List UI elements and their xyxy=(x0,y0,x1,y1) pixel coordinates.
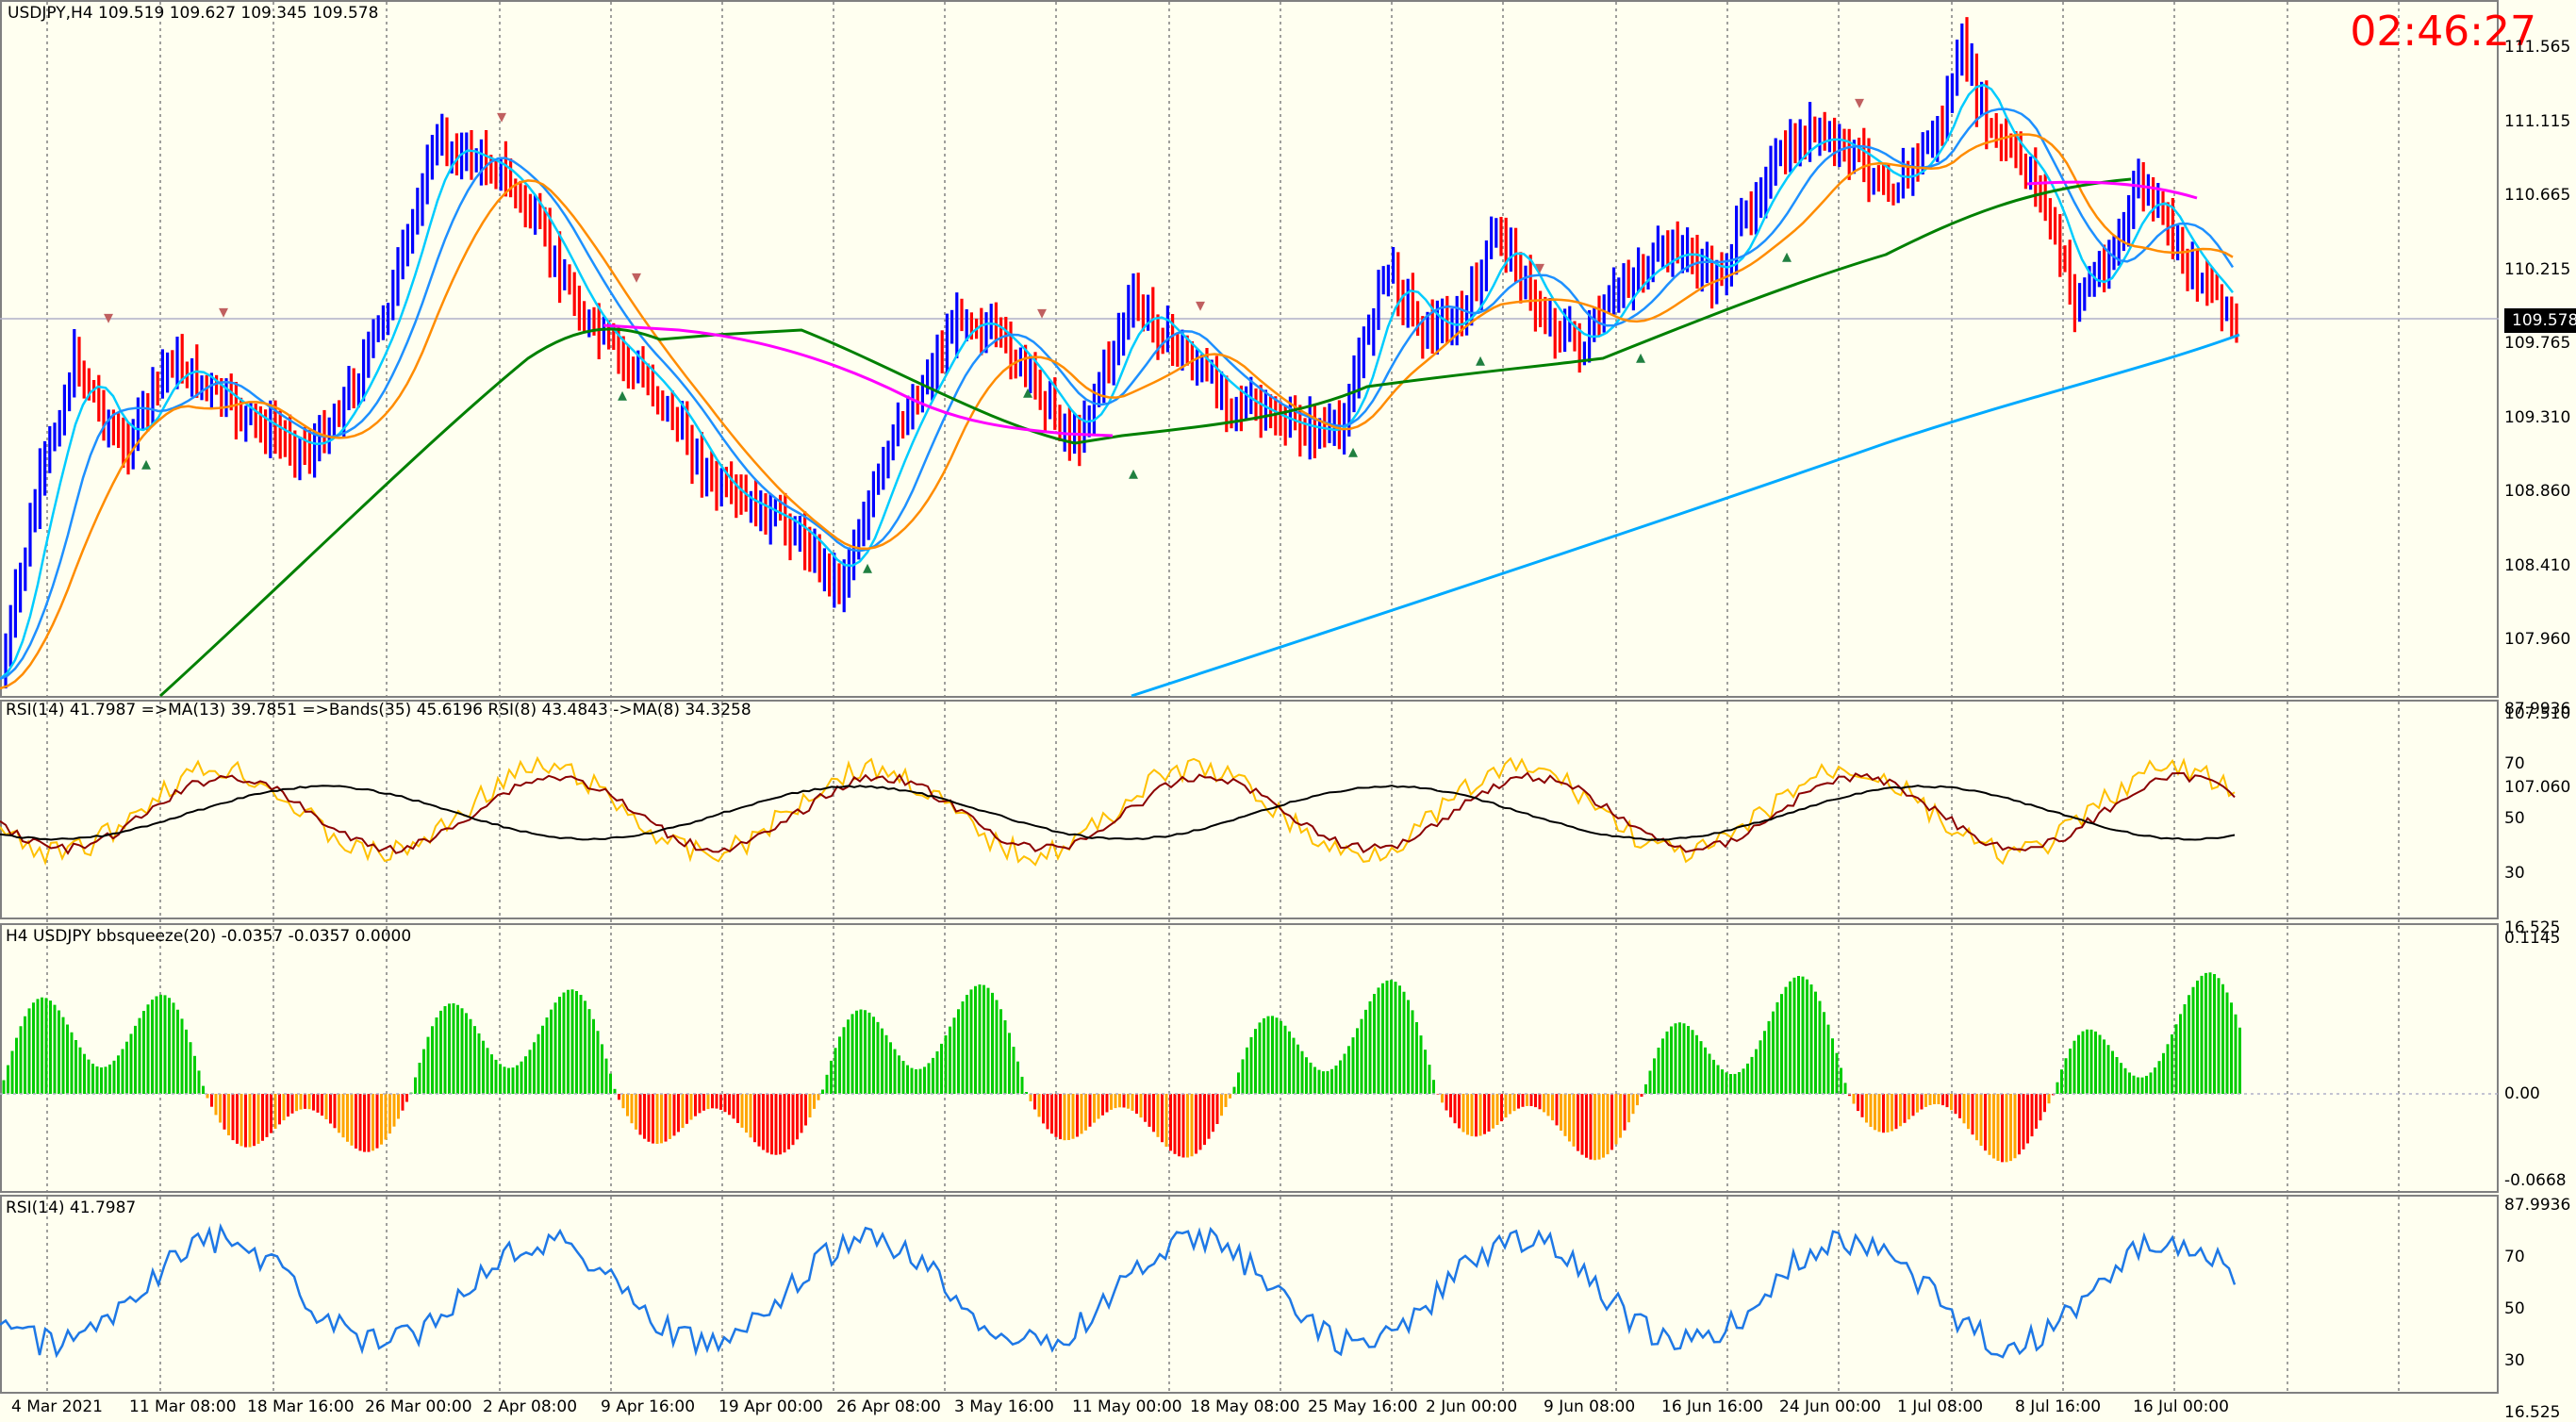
axis-label: 70 xyxy=(2504,754,2525,773)
date-label: 26 Apr 08:00 xyxy=(836,1397,941,1416)
panel-frame xyxy=(0,1195,2499,1394)
axis-label: 110.665 xyxy=(2504,186,2571,205)
ma-long-line xyxy=(1131,333,2240,698)
axis-label: 111.115 xyxy=(2504,111,2571,131)
axis-label: 109.310 xyxy=(2504,407,2571,427)
sell-arrow-icon: ▾ xyxy=(1037,301,1047,323)
buy-arrow-icon: ▴ xyxy=(1023,380,1032,403)
date-label: 18 Mar 16:00 xyxy=(247,1397,355,1416)
date-label: 19 Apr 00:00 xyxy=(718,1397,823,1416)
date-label: 26 Mar 00:00 xyxy=(365,1397,472,1416)
date-label: 11 May 00:00 xyxy=(1072,1397,1182,1416)
ma-magenta-line xyxy=(2026,180,2198,200)
sell-arrow-icon: ▾ xyxy=(219,300,228,322)
axis-label: 107.960 xyxy=(2504,630,2571,649)
date-label: 24 Jun 00:00 xyxy=(1779,1397,1881,1416)
date-label: 25 May 16:00 xyxy=(1308,1397,1418,1416)
axis-label: -0.0668 xyxy=(2504,1171,2567,1190)
buy-arrow-icon: ▴ xyxy=(1129,461,1138,484)
axis-label: 0.1145 xyxy=(2504,929,2561,948)
rsi-black-line xyxy=(0,785,2236,841)
squeeze-panel-title: H4 USDJPY bbsqueeze(20) -0.0357 -0.0357 … xyxy=(6,927,412,946)
axis-label: 111.565 xyxy=(2504,38,2571,57)
axis-label: 109.765 xyxy=(2504,334,2571,353)
axis-label: 30 xyxy=(2504,864,2525,883)
axis-label: 107.060 xyxy=(2504,778,2571,797)
axis-label: 16.525 xyxy=(2504,918,2561,937)
buy-arrow-icon: ▴ xyxy=(618,383,627,405)
buy-arrow-icon: ▴ xyxy=(1636,345,1645,368)
ma-magenta-line xyxy=(603,323,1114,438)
axis-label: 16.525 xyxy=(2504,1403,2561,1422)
sell-arrow-icon: ▾ xyxy=(1535,256,1544,278)
rsi2-line xyxy=(0,1222,2237,1359)
current-price-tag: 109.578 xyxy=(2504,308,2576,333)
rsi-panel-title: RSI(14) 41.7987 =>MA(13) 39.7851 =>Bands… xyxy=(6,701,751,719)
ma-green-line xyxy=(158,177,2132,698)
axis-label: 108.410 xyxy=(2504,555,2571,575)
rsi-brown-line xyxy=(0,771,2236,855)
date-label: 16 Jun 16:00 xyxy=(1661,1397,1763,1416)
axis-label: 0.00 xyxy=(2504,1084,2540,1103)
date-label: 2 Jun 00:00 xyxy=(1426,1397,1518,1416)
panel-frame xyxy=(0,700,2499,919)
sell-arrow-icon: ▾ xyxy=(497,105,506,127)
rsi2-panel-title: RSI(14) 41.7987 xyxy=(6,1199,137,1217)
axis-label: 50 xyxy=(2504,1299,2525,1318)
date-label: 9 Jun 08:00 xyxy=(1544,1397,1636,1416)
ema-slow-line xyxy=(0,133,2234,690)
countdown-timer: 02:46:27 xyxy=(2350,8,2536,56)
buy-arrow-icon: ▴ xyxy=(1348,439,1358,462)
ema-fast-line xyxy=(0,83,2234,680)
panel-frame xyxy=(0,923,2499,1193)
axis-label: 70 xyxy=(2504,1248,2525,1266)
date-label: 1 Jul 08:00 xyxy=(1897,1397,1984,1416)
date-label: 4 Mar 2021 xyxy=(11,1397,103,1416)
rsi-yellow-line xyxy=(0,755,2236,867)
panel-frame xyxy=(0,0,2499,698)
sell-arrow-icon: ▾ xyxy=(1196,293,1205,316)
axis-label: 50 xyxy=(2504,809,2525,828)
buy-arrow-icon: ▴ xyxy=(1782,244,1792,267)
axis-label: 107.510 xyxy=(2504,703,2571,723)
date-label: 9 Apr 16:00 xyxy=(601,1397,696,1416)
buy-arrow-icon: ▴ xyxy=(863,555,872,578)
axis-label: 30 xyxy=(2504,1351,2525,1370)
symbol-info: USDJPY,H4 109.519 109.627 109.345 109.57… xyxy=(8,4,379,23)
date-label: 3 May 16:00 xyxy=(954,1397,1054,1416)
ema-mid-line xyxy=(0,107,2235,681)
date-label: 18 May 08:00 xyxy=(1190,1397,1300,1416)
axis-label: 87.9936 xyxy=(2504,1196,2571,1215)
axis-label: 87.9936 xyxy=(2504,700,2571,719)
date-label: 8 Jul 16:00 xyxy=(2015,1397,2102,1416)
axis-label: 108.860 xyxy=(2504,482,2571,501)
date-label: 16 Jul 00:00 xyxy=(2133,1397,2229,1416)
date-label: 2 Apr 08:00 xyxy=(483,1397,578,1416)
axis-label: 110.215 xyxy=(2504,259,2571,279)
buy-arrow-icon: ▴ xyxy=(1476,348,1485,371)
date-label: 11 Mar 08:00 xyxy=(129,1397,237,1416)
sell-arrow-icon: ▾ xyxy=(632,265,641,288)
sell-arrow-icon: ▾ xyxy=(1855,91,1864,113)
buy-arrow-icon: ▴ xyxy=(141,452,151,474)
sell-arrow-icon: ▾ xyxy=(104,306,113,328)
